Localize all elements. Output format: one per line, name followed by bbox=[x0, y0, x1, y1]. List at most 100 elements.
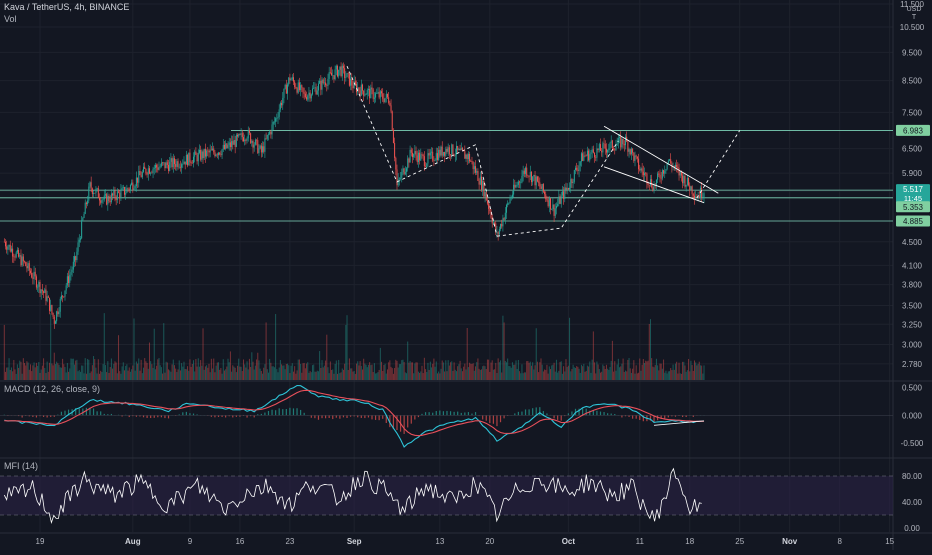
candle-body bbox=[87, 201, 88, 205]
mfi-tick-label[interactable]: 80.00 bbox=[902, 472, 923, 481]
price-tick-label[interactable]: 3.800 bbox=[902, 281, 923, 290]
time-tick-label[interactable]: Nov bbox=[782, 537, 798, 546]
candle-body bbox=[573, 182, 574, 183]
volume-bar bbox=[612, 341, 613, 380]
candle-body bbox=[124, 187, 125, 195]
candle-body bbox=[479, 181, 480, 185]
macd-tick-label[interactable]: 0.000 bbox=[902, 411, 923, 420]
volume-bar bbox=[657, 365, 658, 380]
volume-bar bbox=[700, 365, 701, 380]
candle-body bbox=[621, 139, 622, 148]
price-tick-label[interactable]: 10.500 bbox=[900, 23, 925, 32]
volume-legend[interactable]: Vol bbox=[4, 14, 17, 24]
time-tick-label[interactable]: Oct bbox=[562, 537, 576, 546]
price-tick-label[interactable]: 3.250 bbox=[902, 320, 923, 329]
time-tick-label[interactable]: 19 bbox=[36, 537, 45, 546]
price-tick-label[interactable]: 5.900 bbox=[902, 169, 923, 178]
volume-bar bbox=[479, 369, 480, 380]
price-tick-label[interactable]: 7.500 bbox=[902, 108, 923, 117]
candle-body bbox=[383, 99, 384, 102]
macd-histogram-bar bbox=[407, 415, 408, 427]
currency-label[interactable]: USD bbox=[907, 6, 922, 13]
price-tick-label[interactable]: 4.500 bbox=[902, 238, 923, 247]
candle-body bbox=[548, 200, 549, 206]
time-tick-label[interactable]: 15 bbox=[885, 537, 894, 546]
time-tick-label[interactable]: 23 bbox=[285, 537, 294, 546]
price-tick-label[interactable]: 8.500 bbox=[902, 77, 923, 86]
candle-body bbox=[458, 149, 459, 150]
candle-body bbox=[380, 91, 381, 97]
price-tick-label[interactable]: 3.000 bbox=[902, 341, 923, 350]
candle-body bbox=[404, 168, 405, 174]
mfi-tick-label[interactable]: 0.00 bbox=[904, 524, 920, 533]
time-tick-label[interactable]: 8 bbox=[837, 537, 842, 546]
volume-bar bbox=[236, 372, 237, 380]
volume-bar bbox=[665, 371, 666, 380]
time-tick-label[interactable]: 20 bbox=[485, 537, 494, 546]
time-tick-label[interactable]: Aug bbox=[125, 537, 141, 546]
macd-histogram-bar bbox=[268, 411, 269, 416]
volume-bar bbox=[273, 366, 274, 380]
volume-bar bbox=[22, 374, 23, 380]
candle-body bbox=[636, 156, 637, 157]
volume-bar bbox=[627, 360, 628, 380]
macd-histogram-bar bbox=[621, 415, 622, 417]
price-tick-label[interactable]: 6.500 bbox=[902, 145, 923, 154]
macd-histogram-bar bbox=[404, 415, 405, 434]
volume-bar bbox=[374, 363, 375, 380]
mfi-legend[interactable]: MFI (14) bbox=[4, 461, 38, 471]
candle-body bbox=[117, 191, 118, 199]
time-tick-label[interactable]: Sep bbox=[347, 537, 362, 546]
price-tick-label[interactable]: 9.500 bbox=[902, 48, 923, 57]
candle-body bbox=[412, 153, 413, 157]
volume-bar bbox=[167, 363, 168, 380]
volume-bar bbox=[130, 372, 131, 380]
volume-bar bbox=[468, 367, 469, 380]
candle-body bbox=[446, 149, 447, 152]
volume-bar bbox=[153, 368, 154, 380]
volume-bar bbox=[116, 363, 117, 380]
candle-body bbox=[443, 152, 444, 156]
candle-body bbox=[377, 92, 378, 93]
candle-body bbox=[111, 194, 112, 203]
volume-bar bbox=[425, 369, 426, 380]
price-tick-label[interactable]: 4.100 bbox=[902, 261, 923, 270]
candle-body bbox=[130, 185, 131, 190]
candle-body bbox=[36, 276, 37, 287]
volume-bar bbox=[391, 367, 392, 380]
time-tick-label[interactable]: 9 bbox=[188, 537, 193, 546]
candle-body bbox=[531, 172, 532, 182]
time-tick-label[interactable]: 16 bbox=[235, 537, 244, 546]
time-tick-label[interactable]: 13 bbox=[435, 537, 444, 546]
macd-tick-label[interactable]: -0.500 bbox=[901, 439, 924, 448]
candle-body bbox=[292, 77, 293, 79]
price-tick-label[interactable]: 3.500 bbox=[902, 301, 923, 310]
volume-bar bbox=[701, 366, 702, 380]
mfi-tick-label[interactable]: 40.00 bbox=[902, 498, 923, 507]
volume-bar bbox=[659, 364, 660, 380]
volume-bar bbox=[580, 373, 581, 380]
candle-body bbox=[330, 72, 331, 73]
volume-bar bbox=[686, 372, 687, 380]
macd-histogram-bar bbox=[36, 415, 37, 417]
symbol-title[interactable]: Kava / TetherUS, 4h, BINANCE bbox=[4, 2, 129, 12]
volume-bar bbox=[452, 371, 453, 380]
time-tick-label[interactable]: 11 bbox=[636, 537, 645, 546]
candle-body bbox=[406, 168, 407, 172]
time-tick-label[interactable]: 25 bbox=[735, 537, 744, 546]
volume-bar bbox=[298, 360, 299, 380]
price-tick-label[interactable]: 2.780 bbox=[902, 360, 923, 369]
volume-bar bbox=[100, 371, 101, 380]
currency-label[interactable]: T bbox=[912, 14, 917, 21]
volume-bar bbox=[368, 365, 369, 380]
volume-bar bbox=[74, 365, 75, 380]
candle-body bbox=[157, 167, 158, 169]
candle-body bbox=[200, 150, 201, 160]
time-tick-label[interactable]: 18 bbox=[685, 537, 694, 546]
volume-bar bbox=[430, 362, 431, 380]
macd-tick-label[interactable]: 0.500 bbox=[902, 384, 923, 393]
macd-legend[interactable]: MACD (12, 26, close, 9) bbox=[4, 384, 100, 394]
candle-body bbox=[436, 153, 437, 160]
volume-bar bbox=[299, 359, 300, 380]
